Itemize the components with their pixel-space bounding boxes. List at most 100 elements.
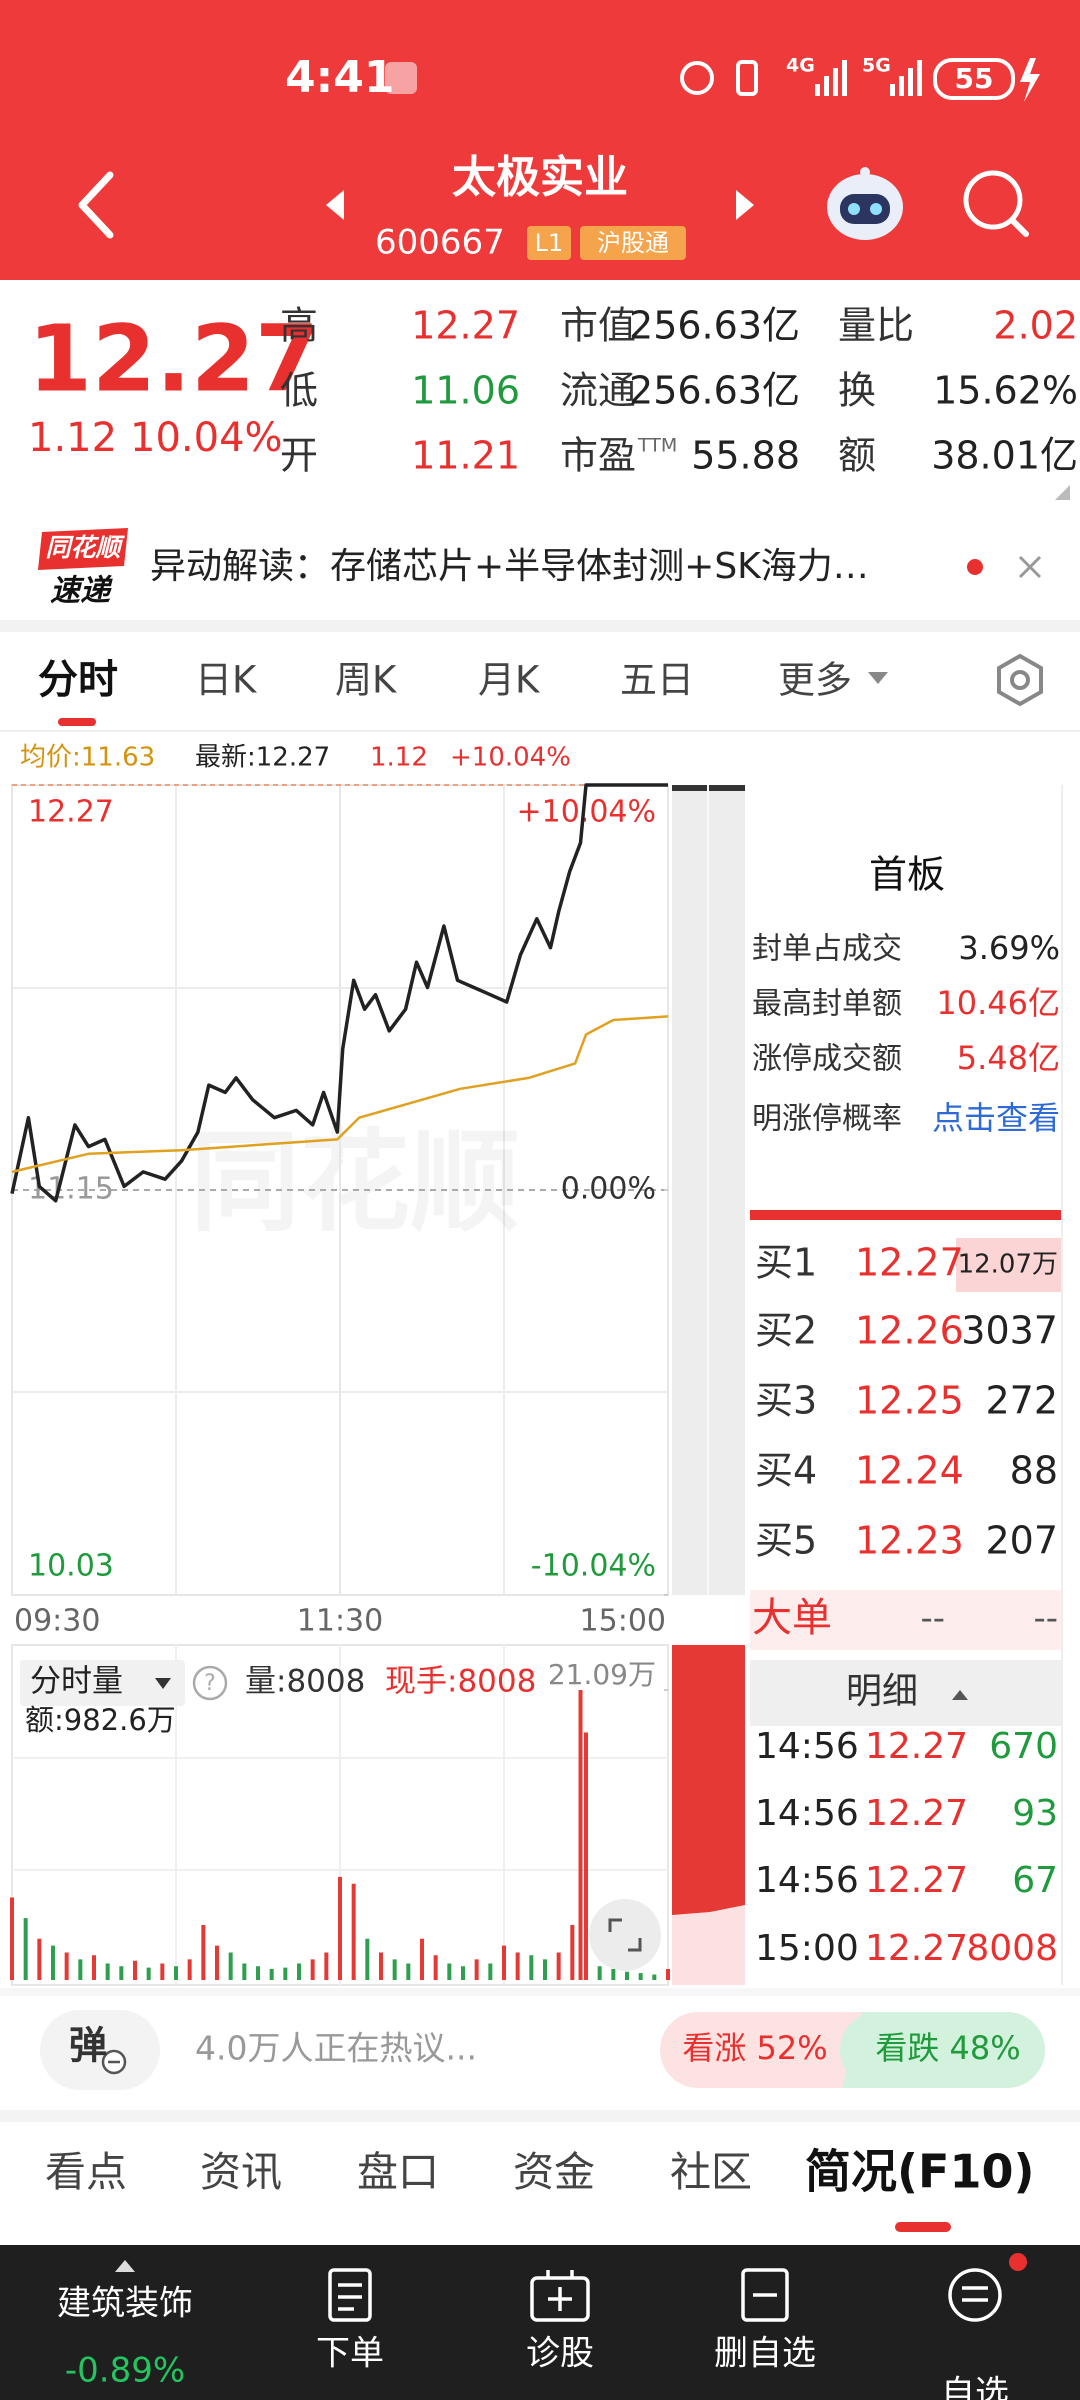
volume-bar <box>51 1945 55 1980</box>
bottom-tab[interactable]: 资金 <box>513 2148 595 2196</box>
tab[interactable]: 分时 <box>38 657 118 703</box>
field-label: 开 <box>280 434 318 478</box>
field-value: 11.21 <box>411 434 520 478</box>
volume-bar <box>461 1966 465 1980</box>
detail-time: 14:56 <box>755 1860 859 1901</box>
help-icon[interactable] <box>192 1665 228 1701</box>
field-value: 2.02 <box>993 304 1078 348</box>
volume-bar <box>597 1966 602 1980</box>
nav-item[interactable]: 删自选 <box>714 2334 816 2374</box>
alarm-icon <box>680 61 714 95</box>
x-tick-label: 15:00 <box>580 1604 666 1639</box>
tab[interactable]: 月K <box>478 659 541 702</box>
volume-bar <box>611 1968 616 1980</box>
bottom-nav-bg <box>0 2245 1080 2400</box>
bottom-tab[interactable]: 盘口 <box>357 2148 439 2196</box>
bottom-tab[interactable]: 简况(F10) <box>805 2145 1034 2199</box>
level-badge <box>527 226 571 260</box>
field-label: 低 <box>280 369 318 413</box>
banner-text[interactable]: 异动解读：存储芯片+半导体封测+SK海力… <box>150 546 869 587</box>
tab[interactable]: 周K <box>335 659 398 702</box>
bid-label: 买3 <box>755 1379 817 1423</box>
bottom-tab[interactable]: 资讯 <box>200 2148 282 2196</box>
price-change-pct: 10.04% <box>130 415 283 461</box>
volume-bar <box>64 1952 69 1980</box>
stat-value: 5.48亿 <box>957 1039 1060 1077</box>
volume-bar <box>324 1952 329 1980</box>
volume-bar <box>269 1968 274 1980</box>
detail-price: 12.27 <box>865 1860 968 1901</box>
nav-item[interactable]: 下单 <box>316 2334 384 2374</box>
bid-volume: 207 <box>985 1519 1058 1563</box>
volume-bar <box>338 1876 342 1980</box>
bid-price: 12.24 <box>855 1449 964 1493</box>
y2-tick-label: 0.00% <box>561 1172 656 1207</box>
tab[interactable]: 五日 <box>620 659 694 702</box>
assistant-button[interactable] <box>827 167 903 240</box>
bid-label: 买5 <box>755 1519 817 1563</box>
volume-selector[interactable]: 分时量 <box>30 1664 123 1700</box>
stock-name: 太极实业 <box>452 152 628 203</box>
nav-item[interactable]: 自选 <box>941 2374 1009 2400</box>
volume-bar <box>420 1938 424 1980</box>
bull-label[interactable]: 看涨 52% <box>682 2029 827 2067</box>
big-order-bg <box>750 1590 1062 1650</box>
search-button[interactable] <box>963 170 1029 237</box>
bear-label[interactable]: 看跌 48% <box>875 2029 1020 2067</box>
bottom-tab[interactable]: 看点 <box>45 2148 127 2196</box>
amount: 额:982.6万 <box>25 1703 176 1737</box>
detail-volume: 8008 <box>966 1928 1058 1969</box>
field-label: 流通 <box>560 369 636 413</box>
volume-bar <box>433 1955 438 1980</box>
volume-bar <box>242 1963 247 1980</box>
brand-bottom: 速递 <box>50 574 113 609</box>
separator <box>0 620 1080 632</box>
bid-label: 买1 <box>755 1241 817 1285</box>
y-tick-label: 21.09万 <box>548 1658 656 1691</box>
nav-badge <box>1009 2253 1027 2271</box>
volume-selector-bg[interactable] <box>20 1660 185 1706</box>
danmaku-button[interactable] <box>40 2010 160 2090</box>
volume-bar <box>406 1963 411 1980</box>
tab[interactable]: 更多 <box>778 659 852 702</box>
field-value: 256.63亿 <box>629 304 800 348</box>
discussion-text[interactable]: 4.0万人正在热议... <box>195 2029 477 2068</box>
detail-arrow <box>952 1690 968 1700</box>
bid-label: 买4 <box>755 1449 817 1493</box>
sector-name[interactable]: 建筑装饰 <box>57 2284 193 2324</box>
detail-price: 12.27 <box>865 1928 968 1969</box>
close-banner[interactable] <box>1018 555 1042 579</box>
volume-bar <box>10 1897 14 1980</box>
probability-link[interactable]: 点击查看 <box>932 1099 1060 1137</box>
avg-price: 均价:11.63 <box>20 743 155 773</box>
bottom-tab[interactable]: 社区 <box>670 2148 752 2196</box>
detail-volume: 93 <box>1012 1793 1058 1834</box>
bottom-tab-indicator <box>895 2222 951 2232</box>
prev-stock[interactable] <box>326 190 344 220</box>
signal-bars <box>815 60 922 96</box>
detail-time: 14:56 <box>755 1726 859 1767</box>
next-stock[interactable] <box>736 190 754 220</box>
price-change: 1.12 <box>28 415 117 461</box>
field-label: 市值 <box>560 304 636 348</box>
latest-change-pct: +10.04% <box>450 743 571 773</box>
detail-title[interactable]: 明细 <box>846 1671 918 1712</box>
field-value: 256.63亿 <box>629 369 800 413</box>
battery-level: 55 <box>955 62 994 95</box>
depth-volume-step <box>672 1905 745 1985</box>
level-badge-text: L1 <box>535 229 564 257</box>
avg-price-line <box>11 1015 669 1174</box>
fullscreen-button[interactable] <box>589 1899 661 1971</box>
back-button[interactable] <box>78 171 114 239</box>
tab[interactable]: 日K <box>195 659 258 702</box>
y-tick-label: 12.27 <box>28 795 114 830</box>
field-value: 38.01亿 <box>931 434 1078 478</box>
field-label-sup: TTM <box>637 435 677 457</box>
nav-item[interactable]: 诊股 <box>526 2334 594 2374</box>
bid-volume: 3037 <box>961 1309 1058 1353</box>
settings-button[interactable] <box>997 653 1043 707</box>
bid1-highlight <box>956 1238 1062 1292</box>
field-label: 市盈 <box>560 434 636 478</box>
volume-bar <box>529 1955 534 1980</box>
